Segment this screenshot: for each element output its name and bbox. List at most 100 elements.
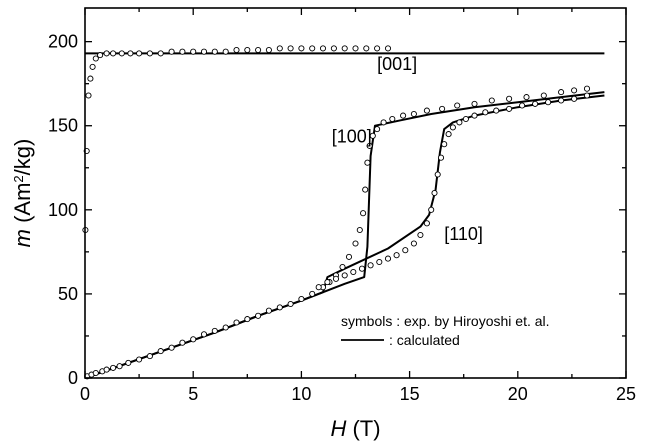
calculated-line [84,94,605,379]
experimental-point [211,48,218,55]
experimental-point [352,240,359,247]
series-label: [110] [444,224,483,244]
experimental-point [358,265,366,272]
experimental-point [179,339,186,346]
experimental-point [471,100,478,107]
y-axis-symbol: m [10,229,35,247]
experimental-point [136,356,143,363]
experimental-point [324,279,331,286]
experimental-point [136,50,143,57]
experimental-point [244,46,251,54]
y-tick-label: 0 [68,368,78,388]
x-tick-label: 15 [400,384,420,404]
legend: symbols : exp. by Hiroyoshi et. al. : ca… [341,313,550,348]
experimental-point [380,119,387,126]
experimental-point [255,312,262,319]
experimental-point [462,115,469,123]
y-axis-unit-post: /kg) [10,139,35,176]
experimental-point [423,107,430,114]
x-tick-label: 5 [188,384,198,404]
experimental-point [341,272,348,279]
experimental-point [190,336,197,343]
x-axis-symbol: H [330,416,346,441]
experimental-point [157,348,164,355]
experimental-point [125,359,132,366]
experimental-point [364,159,371,166]
experimental-point [89,63,96,70]
legend-calculated-text: : calculated [389,332,460,348]
experimental-point [222,48,229,55]
experimental-point [445,131,452,138]
experimental-point [583,85,591,92]
experimental-point [384,45,392,52]
experimental-point [276,304,283,311]
experimental-point [97,52,104,59]
experimental-point [376,258,383,266]
experimental-point [532,100,539,107]
experimental-point [110,50,117,57]
experimental-point [222,324,229,331]
experimental-point [360,210,367,217]
experimental-point [410,110,417,118]
x-axis-unit: (T) [352,416,380,441]
experimental-point [363,45,370,52]
y-tick-label: 100 [48,200,78,220]
experimental-point [558,97,565,104]
experimental-point [157,50,164,57]
experimental-point [341,45,348,52]
experimental-point [103,50,110,57]
experimental-point [190,48,197,55]
experimental-point [211,327,218,334]
experimental-point [367,262,374,269]
experimental-point [571,87,578,94]
experimental-point [298,295,305,303]
experimental-point [255,46,262,54]
experimental-point [366,142,373,149]
experimental-point [103,366,110,373]
experimental-point [545,99,552,106]
experimental-point [116,363,123,370]
y-tick-label: 200 [48,32,78,52]
experimental-point [276,45,283,52]
experimental-point [265,46,272,54]
experimental-point [168,344,175,351]
x-tick-label: 10 [291,384,311,404]
experimental-point [439,105,446,112]
experimental-point [431,189,438,197]
experimental-point [298,45,305,52]
experimental-point [540,92,547,99]
experimental-point [400,112,407,119]
experimental-point [437,154,445,161]
experimental-point [434,171,441,178]
experimental-point [417,231,424,239]
experimental-point [471,112,478,119]
experimental-point [118,50,125,57]
experimental-point [200,48,208,55]
experimental-point [110,364,117,371]
experimental-point [352,45,359,52]
experimental-point [402,247,409,254]
x-tick-label: 20 [508,384,528,404]
x-axis-label: H (T) [330,416,380,441]
experimental-point [393,252,400,259]
experimental-point [571,95,578,102]
experimental-point [523,94,530,101]
experimental-point [449,124,456,131]
x-tick-label: 0 [80,384,90,404]
experimental-point [168,48,175,55]
experimental-point [441,141,448,148]
experimental-point [423,220,430,227]
experimental-point [374,45,381,52]
y-tick-label: 150 [48,116,78,136]
experimental-point [309,290,316,297]
experimental-point [428,206,435,213]
experimental-point [146,50,153,57]
experimental-point [456,119,463,126]
experimental-point [92,369,99,377]
series-label: [100] [332,127,372,147]
experimental-point [493,107,500,114]
experimental-point [315,284,322,291]
experimental-point [519,102,526,109]
experimental-point [244,316,251,323]
